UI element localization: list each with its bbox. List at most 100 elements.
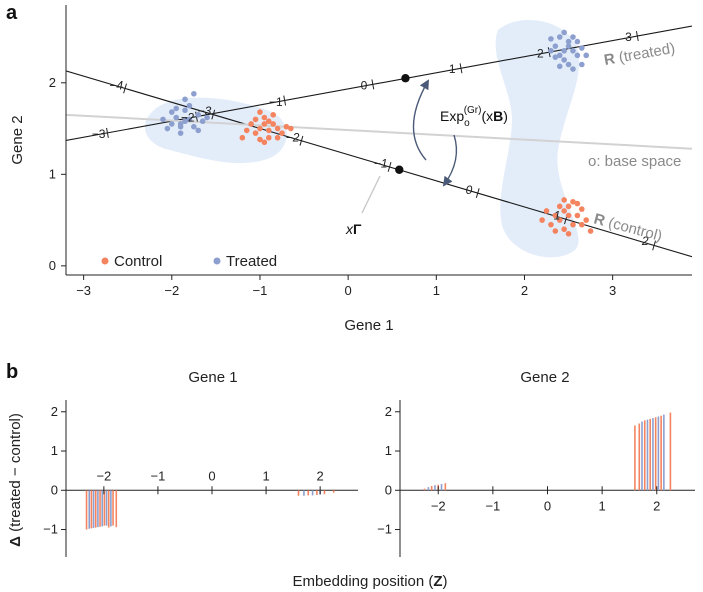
line-tick-mark: [652, 240, 656, 251]
xgamma-annotation: xΓ: [345, 221, 362, 237]
exp-arrow-up: [412, 79, 429, 161]
gene2-subplot-title: Gene 2: [520, 369, 569, 386]
treated-point: [164, 125, 171, 132]
b-x-tick-label: −1: [485, 498, 500, 513]
treated-point: [574, 52, 581, 59]
b-y-tick-label: −1: [377, 522, 392, 537]
treated-point: [182, 118, 188, 125]
treated-line: [66, 25, 692, 141]
control-point: [552, 212, 559, 219]
panel-a-label: a: [6, 2, 18, 24]
a-x-tick-label: 0: [345, 283, 352, 298]
a-x-tick-label: −2: [164, 283, 179, 298]
treated-point: [195, 112, 202, 118]
treated-point: [570, 47, 576, 54]
a-y-tick-label: 1: [49, 166, 56, 181]
control-point: [570, 221, 576, 228]
control-point: [283, 123, 290, 130]
gene2-bar-plot: −1 0 1 2 −2 −1 0 1 2: [377, 400, 695, 557]
treated-point: [565, 38, 572, 45]
b-x-tick-label: 2: [653, 498, 660, 513]
control-point: [578, 206, 585, 212]
treated-point: [195, 127, 202, 134]
control-line-tick-label: 1: [554, 209, 561, 223]
control-point: [561, 226, 567, 233]
treated-point: [561, 47, 567, 54]
treated-point: [570, 66, 576, 72]
control-point: [561, 197, 567, 203]
b-y-tick-label: 2: [385, 404, 392, 419]
control-point: [257, 125, 263, 132]
treated-point: [199, 118, 206, 125]
control-point: [239, 134, 246, 141]
b-y-tick-label: 0: [51, 482, 58, 497]
b-y-tick-label: 0: [385, 482, 392, 497]
exp-arrow-down: [442, 134, 458, 187]
control-line-label: R (control): [592, 210, 664, 245]
a-y-tick-label: 2: [49, 75, 56, 90]
panel-b-xlabel: Embedding position (Z): [292, 573, 447, 590]
b-x-tick-label: 1: [599, 498, 606, 513]
treated-point: [552, 54, 559, 60]
control-point: [574, 200, 581, 207]
treated-point: [160, 116, 166, 123]
control-point: [252, 130, 259, 136]
legend-control-marker: [101, 257, 109, 265]
xgamma-leader: [361, 175, 381, 214]
treated-line-tick-label: −1: [269, 95, 283, 109]
treated-point: [177, 130, 184, 136]
treated-point: [548, 47, 554, 54]
line-tick-mark: [283, 95, 287, 106]
line-tick-mark: [387, 162, 392, 172]
treated-point: [565, 61, 572, 68]
control-point: [248, 121, 254, 127]
base-space-label: o: base space: [588, 153, 681, 170]
treated-point: [177, 123, 184, 130]
b-y-tick-label: −1: [43, 522, 58, 537]
treated-point: [561, 29, 567, 36]
treated-point: [556, 52, 563, 59]
line-tick-mark: [106, 127, 109, 138]
a-x-tick-label: −1: [253, 283, 268, 298]
control-point: [265, 134, 272, 141]
treated-point: [173, 105, 180, 112]
control-point: [548, 221, 554, 228]
control-point: [556, 217, 563, 223]
line-tick-mark: [123, 83, 127, 94]
control-point: [583, 217, 589, 223]
control-point: [261, 139, 268, 146]
treated-point: [574, 38, 581, 45]
control-line-tick-label: −1: [374, 156, 388, 170]
treated-point: [191, 90, 197, 97]
control-point: [565, 203, 572, 210]
control-point: [587, 228, 594, 234]
control-line-tick-label: −4: [109, 79, 123, 93]
treated-point: [578, 45, 585, 51]
control-line-tick-label: −2: [286, 131, 300, 145]
control-point: [565, 212, 572, 219]
treated-point: [570, 34, 576, 40]
treated-point: [578, 61, 585, 68]
cluster-background-right: [495, 19, 580, 258]
control-point: [274, 134, 281, 141]
control-point: [543, 208, 550, 214]
b-x-tick-label: −1: [151, 468, 166, 483]
control-point: [243, 127, 250, 134]
base-space-line: [66, 113, 692, 150]
legend: Control Treated: [101, 253, 277, 270]
line-tick-mark: [635, 31, 639, 42]
control-point: [279, 130, 285, 136]
control-point: [265, 118, 272, 125]
legend-control-label: Control: [114, 253, 162, 270]
scatter-points: [160, 29, 594, 237]
treated-line-label: R (treated): [603, 40, 677, 69]
b-x-tick-label: 2: [317, 468, 324, 483]
panel-b-label: b: [6, 361, 18, 383]
treated-line-tick-label: −3: [92, 127, 106, 141]
a-y-axis-label: Gene 2: [9, 115, 26, 164]
b-x-tick-label: 0: [544, 498, 551, 513]
treated-line-tick-label: −2: [181, 111, 195, 125]
panel-b-ylabel: Δ (treated − control): [7, 413, 24, 547]
treated-point: [191, 123, 197, 130]
